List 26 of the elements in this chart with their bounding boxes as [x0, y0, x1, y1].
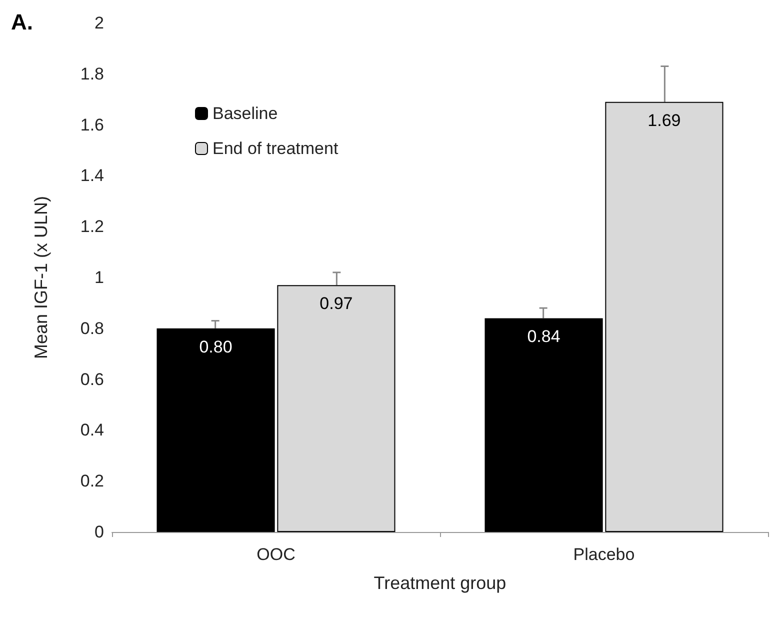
- bar: [484, 318, 603, 532]
- legend-label: Baseline: [212, 104, 278, 123]
- y-tick-label: 0.8: [80, 318, 104, 338]
- x-axis-title: Treatment group: [374, 573, 506, 593]
- y-tick-label: 0: [94, 522, 104, 542]
- y-tick-label: 2: [94, 14, 104, 32]
- y-tick-label: 1: [94, 268, 104, 287]
- data-label: 0.84: [527, 327, 560, 346]
- y-tick-label: 1.4: [80, 166, 104, 186]
- legend-label: End of treatment: [212, 139, 338, 158]
- chart-title: A.: [11, 10, 33, 34]
- y-tick-label: 0.2: [80, 472, 104, 491]
- y-tick-label: 0.4: [80, 420, 104, 440]
- y-tick-label: 1.2: [80, 217, 104, 236]
- data-label: 0.80: [199, 337, 232, 356]
- x-tick-label: Placebo: [573, 545, 635, 564]
- bar: [605, 102, 724, 532]
- bar: [156, 328, 275, 532]
- y-tick-label: 0.6: [80, 370, 104, 389]
- data-label: 0.97: [320, 294, 353, 314]
- y-axis-title: Mean IGF-1 (x ULN): [31, 196, 51, 360]
- data-label: 1.69: [648, 110, 681, 130]
- y-tick-label: 1.8: [80, 64, 104, 84]
- x-tick-label: OOC: [256, 545, 296, 564]
- y-tick-label: 1.6: [80, 115, 104, 134]
- bar: [277, 285, 396, 532]
